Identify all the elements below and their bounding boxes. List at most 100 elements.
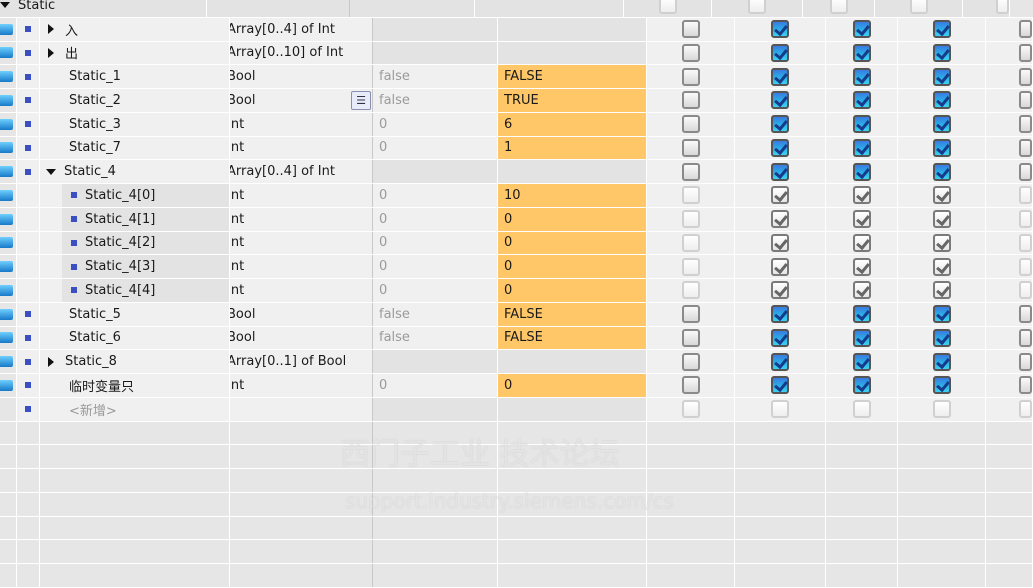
checkbox[interactable] [1019,376,1032,395]
data-type-cell[interactable]: Int [230,279,373,302]
name-cell[interactable]: Static_2 [40,89,230,112]
start-value-cell[interactable] [498,397,647,421]
checkbox[interactable] [771,376,789,395]
data-type-cell[interactable]: Int [230,231,373,255]
checkbox[interactable] [771,281,789,300]
name-cell[interactable]: 临时变量只 [40,374,230,397]
start-value-cell[interactable]: 0 [498,207,647,231]
table-row[interactable]: Static_4 Array[0..4] of Int [0,160,1033,184]
checkbox[interactable] [681,67,700,86]
checkbox[interactable] [852,20,871,39]
name-cell[interactable]: Static_4[2] [40,231,230,255]
checkbox[interactable] [1019,115,1032,134]
name-cell[interactable]: Static_4[4] [40,279,230,302]
expand-down-icon[interactable] [0,2,10,9]
checkbox[interactable] [932,257,951,276]
checkbox[interactable] [852,162,871,181]
default-value-cell[interactable] [373,397,498,421]
default-value-cell[interactable]: false [373,326,498,350]
table-row[interactable]: Static_4[2] Int 0 0 [0,231,1033,256]
default-value-cell[interactable] [373,41,498,65]
checkbox[interactable] [771,162,789,181]
start-value-cell[interactable]: 10 [498,184,647,207]
checkbox[interactable] [852,376,871,395]
start-value-cell[interactable]: FALSE [498,326,647,350]
name-cell[interactable]: Static_6 [40,326,230,350]
checkbox[interactable] [852,186,871,205]
checkbox[interactable] [932,281,951,300]
table-row[interactable]: Static_5 Bool false FALSE [0,302,1033,327]
name-cell[interactable]: Static_7 [40,136,230,160]
start-value-cell[interactable]: 0 [498,231,647,255]
data-type-cell[interactable]: Array[0..10] of Int [230,41,373,65]
checkbox[interactable] [771,305,789,324]
name-cell[interactable]: Static [0,0,207,17]
table-row[interactable]: Static [0,0,1033,18]
data-type-cell[interactable] [230,397,373,421]
checkbox[interactable] [852,91,871,110]
table-row[interactable]: Static_4[0] Int 0 10 [0,184,1033,208]
checkbox[interactable] [932,91,951,110]
default-value-cell[interactable]: 0 [373,231,498,255]
checkbox[interactable] [852,43,871,62]
checkbox[interactable] [1019,328,1032,347]
checkbox[interactable] [932,376,951,395]
start-value-cell[interactable] [498,17,647,41]
start-value-cell[interactable]: 1 [498,136,647,160]
data-type-cell[interactable]: Bool [230,326,373,350]
default-value-cell[interactable]: 0 [373,184,498,207]
checkbox[interactable] [852,305,871,324]
start-value-cell[interactable]: TRUE [498,89,647,112]
checkbox[interactable] [852,328,871,347]
checkbox[interactable] [852,115,871,134]
default-value-cell[interactable] [373,17,498,41]
checkbox[interactable] [932,328,951,347]
checkbox[interactable] [681,20,700,39]
checkbox[interactable] [771,115,789,134]
checkbox[interactable] [681,115,700,134]
data-type-cell[interactable] [207,0,350,17]
checkbox[interactable] [681,91,700,110]
checkbox[interactable] [932,162,951,181]
default-value-cell[interactable]: 0 [373,374,498,397]
default-value-cell[interactable]: 0 [373,136,498,160]
checkbox[interactable] [771,138,789,157]
name-cell[interactable]: Static_3 [40,112,230,136]
checkbox[interactable] [852,257,871,276]
table-row[interactable]: Static_7 Int 0 1 [0,136,1033,161]
name-cell[interactable]: Static_5 [40,302,230,326]
table-row[interactable]: 出 Array[0..10] of Int [0,41,1033,66]
checkbox[interactable] [681,138,700,157]
list-button[interactable]: ☰ [351,91,371,110]
expand-right-icon[interactable] [48,47,54,58]
start-value-cell[interactable]: FALSE [498,65,647,88]
checkbox[interactable] [852,233,871,252]
data-type-cell[interactable]: Int [230,112,373,136]
default-value-cell[interactable] [350,0,475,17]
start-value-cell[interactable] [498,41,647,65]
checkbox[interactable] [932,352,951,371]
expand-right-icon[interactable] [48,356,54,367]
checkbox[interactable] [681,376,700,395]
checkbox[interactable] [1019,91,1032,110]
data-type-cell[interactable]: Bool [230,302,373,326]
start-value-cell[interactable] [498,350,647,373]
default-value-cell[interactable] [373,160,498,183]
expand-right-icon[interactable] [48,24,54,35]
name-cell[interactable]: Static_4[3] [40,255,230,278]
table-row[interactable]: Static_6 Bool false FALSE [0,326,1033,351]
checkbox[interactable] [932,305,951,324]
data-type-cell[interactable]: Bool [230,65,373,88]
default-value-cell[interactable]: false [373,302,498,326]
checkbox[interactable] [1019,20,1032,39]
table-row[interactable]: Static_4[1] Int 0 0 [0,207,1033,232]
checkbox[interactable] [1019,138,1032,157]
checkbox[interactable] [771,257,789,276]
checkbox[interactable] [1019,352,1032,371]
data-type-cell[interactable]: Array[0..4] of Int [230,160,373,183]
checkbox[interactable] [681,43,700,62]
name-cell[interactable]: Static_4 [40,160,230,183]
name-cell[interactable]: Static_8 [40,350,230,373]
default-value-cell[interactable]: 0 [373,207,498,231]
checkbox[interactable] [681,162,700,181]
